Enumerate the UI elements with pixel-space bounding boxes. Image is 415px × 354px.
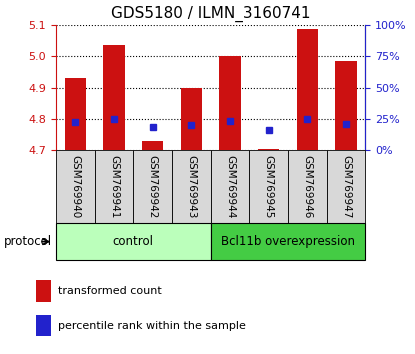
Bar [103, 45, 124, 150]
Text: Bcl11b overexpression: Bcl11b overexpression [221, 235, 355, 248]
Text: GSM769945: GSM769945 [264, 155, 273, 218]
Bar [327, 150, 365, 223]
Bar [335, 61, 356, 150]
Text: control: control [113, 235, 154, 248]
Bar [172, 150, 210, 223]
Bar [37, 315, 51, 336]
Text: GSM769940: GSM769940 [71, 155, 81, 218]
Bar [95, 150, 133, 223]
Bar [181, 87, 202, 150]
Bar [37, 280, 51, 302]
Bar [297, 29, 318, 150]
Bar [288, 150, 327, 223]
Bar [56, 150, 95, 223]
Bar [249, 150, 288, 223]
Text: GSM769946: GSM769946 [302, 155, 312, 218]
Text: GSM769943: GSM769943 [186, 155, 196, 218]
Bar [210, 150, 249, 223]
Bar [142, 141, 163, 150]
Text: GSM769942: GSM769942 [148, 155, 158, 218]
Text: protocol: protocol [4, 235, 52, 248]
Text: transformed count: transformed count [58, 286, 162, 296]
Bar [133, 150, 172, 223]
Bar [210, 223, 365, 260]
Bar [65, 78, 86, 150]
Bar [219, 56, 241, 150]
Text: GSM769947: GSM769947 [341, 155, 351, 218]
Title: GDS5180 / ILMN_3160741: GDS5180 / ILMN_3160741 [111, 6, 310, 22]
Bar [56, 223, 210, 260]
Text: GSM769941: GSM769941 [109, 155, 119, 218]
Text: percentile rank within the sample: percentile rank within the sample [58, 320, 246, 331]
Text: GSM769944: GSM769944 [225, 155, 235, 218]
Bar [258, 149, 279, 150]
